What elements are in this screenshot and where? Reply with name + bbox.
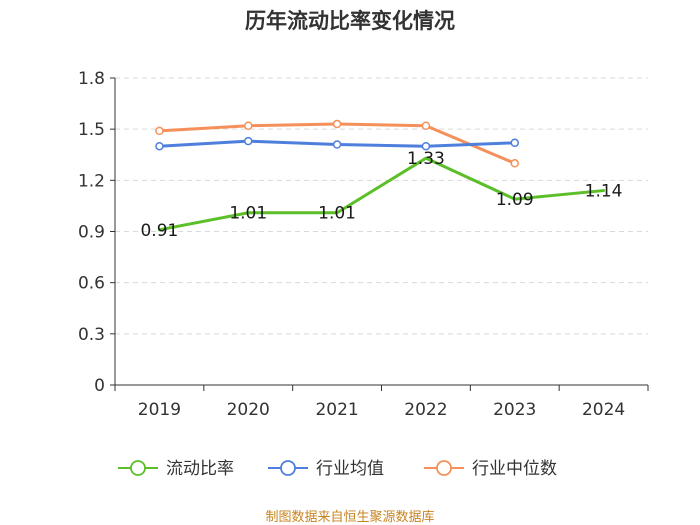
y-tick-label: 0 — [94, 376, 105, 396]
legend-item-2[interactable]: 行业均值 — [268, 459, 384, 479]
source-note: 制图数据来自恒生聚源数据库 — [265, 509, 434, 525]
y-tick-label: 1.8 — [78, 69, 105, 89]
legend-item-3[interactable]: 行业中位数 — [424, 459, 557, 479]
x-tick-label: 2020 — [227, 400, 270, 420]
data-label: 1.01 — [229, 204, 267, 224]
data-point — [244, 136, 253, 146]
data-point — [421, 141, 431, 151]
data-labels: 0.91 1.01 1.01 1.33 1.09 1.14 — [140, 149, 622, 241]
legend-label: 行业中位数 — [472, 459, 557, 479]
legend-marker-icon — [280, 460, 296, 476]
y-tick-label: 0.9 — [78, 223, 105, 243]
data-point — [155, 126, 164, 136]
x-tick-label: 2021 — [315, 400, 358, 420]
x-tick-label: 2024 — [582, 400, 625, 420]
legend[interactable]: 流动比率 行业均值 行业中位数 — [118, 459, 557, 479]
data-point — [510, 159, 519, 168]
y-tick-label: 1.5 — [78, 120, 105, 140]
y-tick-label: 0.3 — [78, 325, 105, 345]
y-tick-label: 1.2 — [78, 171, 105, 191]
series-line-1 — [157, 156, 606, 232]
legend-label: 流动比率 — [166, 459, 234, 479]
legend-marker-icon — [130, 460, 146, 476]
data-point — [155, 141, 164, 151]
data-label: 1.14 — [585, 182, 623, 202]
data-point — [332, 140, 342, 149]
x-tick-label: 2022 — [404, 400, 447, 420]
legend-marker-icon — [436, 460, 452, 476]
data-point — [332, 119, 342, 129]
data-point — [244, 121, 253, 131]
data-label: 1.01 — [318, 204, 356, 224]
data-label: 1.09 — [496, 190, 534, 210]
data-point — [421, 121, 431, 131]
series-lines — [155, 119, 606, 232]
x-tick-label: 2019 — [138, 400, 181, 420]
data-label: 1.33 — [407, 149, 445, 169]
data-label: 0.91 — [140, 221, 178, 241]
y-tick-label: 0.6 — [78, 274, 105, 294]
x-tick-label: 2023 — [493, 400, 536, 420]
axes: 0 0.3 0.6 0.9 1.2 1.5 1.8 2019 2020 2021 2022 2023 2… — [78, 69, 649, 420]
chart-title: 历年流动比率变化情况 — [245, 9, 455, 33]
legend-label: 行业均值 — [316, 459, 384, 479]
legend-item-1[interactable]: 流动比率 — [118, 459, 234, 479]
grid-lines — [115, 77, 648, 335]
data-point — [510, 138, 519, 148]
